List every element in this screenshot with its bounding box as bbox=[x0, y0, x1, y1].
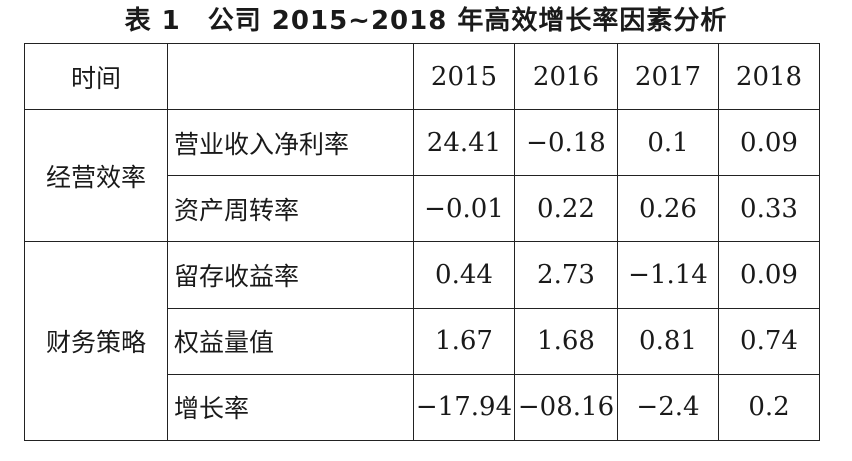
value-cell: 0.33 bbox=[718, 175, 820, 243]
table-caption: 表 1 公司 2015~2018 年高效增长率因素分析 bbox=[124, 6, 728, 36]
table-row: 权益量值 1.67 1.68 0.81 0.74 bbox=[25, 307, 820, 375]
value-cell: 0.26 bbox=[617, 175, 719, 243]
table-row: 财务策略 留存收益率 0.44 2.73 −1.14 0.09 bbox=[24, 241, 820, 441]
value-cell: 0.09 bbox=[718, 109, 820, 177]
year-header-cell: 2018 bbox=[718, 42, 820, 111]
value-cell: −2.4 bbox=[617, 373, 719, 442]
value-cell: −08.16 bbox=[514, 373, 618, 442]
metric-label: 权益量值 bbox=[167, 307, 414, 375]
table-row: 经营效率 营业收入净利率 24.41 −0.18 0.1 0.09 bbox=[24, 109, 820, 243]
value-cell: 1.68 bbox=[514, 307, 618, 375]
value-cell: 0.2 bbox=[718, 373, 820, 442]
time-header-cell: 时间 bbox=[24, 42, 168, 111]
metric-label: 营业收入净利率 bbox=[167, 109, 414, 177]
value-cell: −17.94 bbox=[413, 373, 515, 442]
metric-label: 增长率 bbox=[167, 373, 414, 442]
year-header-cell: 2016 bbox=[514, 42, 618, 111]
value-cell: 1.67 bbox=[413, 307, 515, 375]
value-cell: 0.81 bbox=[617, 307, 719, 375]
value-cell: 0.44 bbox=[413, 241, 515, 309]
value-cell: −0.01 bbox=[413, 175, 515, 243]
value-cell: 24.41 bbox=[413, 109, 515, 177]
header-row: 时间 2015 2016 2017 2018 bbox=[24, 42, 820, 111]
header-empty-cell bbox=[167, 42, 414, 111]
value-cell: 0.09 bbox=[718, 241, 820, 309]
value-cell: −0.18 bbox=[514, 109, 618, 177]
value-cell: −1.14 bbox=[617, 241, 719, 309]
metric-label: 留存收益率 bbox=[167, 241, 414, 309]
year-header-cell: 2017 bbox=[617, 42, 719, 111]
group-label-operating-efficiency: 经营效率 bbox=[24, 109, 168, 243]
value-cell: 0.1 bbox=[617, 109, 719, 177]
value-cell: 2.73 bbox=[514, 241, 618, 309]
value-cell: 0.74 bbox=[718, 307, 820, 375]
group-label-financial-strategy: 财务策略 bbox=[24, 241, 168, 441]
table-row: 增长率 −17.94 −08.16 −2.4 0.2 bbox=[25, 373, 820, 442]
metric-label: 资产周转率 bbox=[167, 175, 414, 243]
value-cell: 0.22 bbox=[514, 175, 618, 243]
year-header-cell: 2015 bbox=[413, 42, 515, 111]
growth-factor-table: 时间 2015 2016 2017 2018 经营效率 营业收入净利率 24.4… bbox=[24, 42, 820, 442]
